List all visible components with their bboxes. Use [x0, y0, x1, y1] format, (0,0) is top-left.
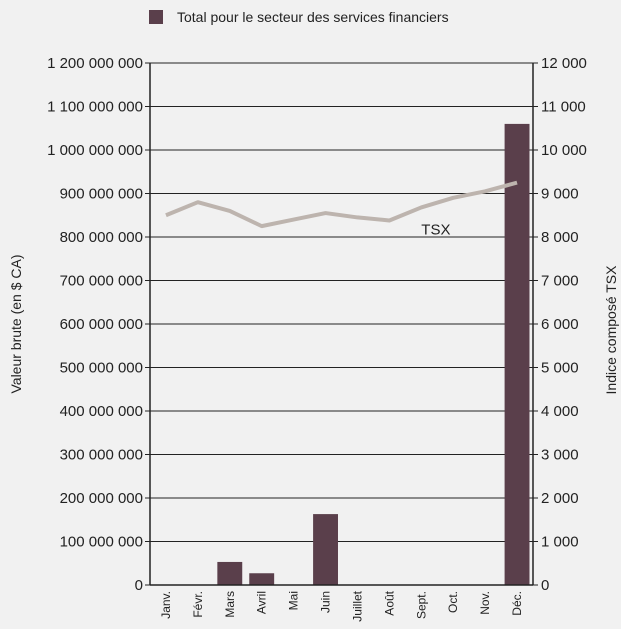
right-tick-label: 8 000	[541, 229, 579, 246]
right-tick-label: 7 000	[541, 273, 579, 290]
left-tick-label: 1 000 000 000	[47, 142, 143, 159]
legend-swatch	[149, 10, 163, 24]
category-label: Juin	[319, 591, 333, 613]
left-tick-label: 700 000 000	[60, 273, 143, 290]
right-tick-label: 6 000	[541, 316, 579, 333]
right-tick-label: 0	[541, 577, 549, 594]
right-axis-ticks: 0 1 000 2 000 3 000 4 000 5 000 6 000 7 000 8 00…	[533, 55, 587, 594]
category-label: Nov.	[478, 591, 492, 615]
right-tick-label: 2 000	[541, 490, 579, 507]
left-tick-label: 100 000 000	[60, 534, 143, 551]
left-tick-label: 600 000 000	[60, 316, 143, 333]
left-tick-label: 300 000 000	[60, 447, 143, 464]
category-label: Août	[382, 590, 396, 615]
left-tick-label: 200 000 000	[60, 490, 143, 507]
tsx-line	[165, 180, 518, 229]
right-tick-label: 3 000	[541, 447, 579, 464]
category-label: Déc.	[510, 591, 524, 616]
category-label: Avril	[255, 591, 269, 614]
right-axis-title: Indice composé TSX	[603, 265, 619, 395]
category-label: Févr.	[191, 591, 205, 618]
left-tick-label: 400 000 000	[60, 403, 143, 420]
right-tick-label: 12 000	[541, 55, 587, 72]
left-tick-label: 500 000 000	[60, 360, 143, 377]
right-tick-label: 1 000	[541, 534, 579, 551]
bar-series	[217, 123, 530, 586]
category-label: Mars	[223, 591, 237, 618]
category-label: Sept.	[414, 591, 428, 619]
bar	[504, 123, 530, 586]
right-tick-label: 4 000	[541, 403, 579, 420]
category-labels: Janv. Févr. Mars Avril Mai Juin Juillet Août Sep…	[159, 590, 524, 621]
left-tick-label: 1 200 000 000	[47, 55, 143, 72]
left-tick-label: 800 000 000	[60, 229, 143, 246]
legend: Total pour le secteur des services finan…	[149, 9, 449, 25]
legend-label: Total pour le secteur des services finan…	[177, 9, 449, 25]
bar	[217, 561, 243, 585]
right-tick-label: 11 000	[541, 99, 586, 116]
category-label: Janv.	[159, 591, 173, 619]
category-label: Oct.	[446, 591, 460, 613]
right-tick-label: 5 000	[541, 360, 579, 377]
bar	[249, 573, 275, 585]
left-axis-title: Valeur brute (en $ CA)	[8, 254, 24, 393]
tsx-line-label: TSX	[421, 221, 450, 238]
left-tick-label: 1 100 000 000	[47, 99, 143, 116]
right-tick-label: 9 000	[541, 186, 579, 203]
category-label: Mai	[287, 591, 301, 610]
gridlines	[150, 62, 533, 586]
left-tick-label: 0	[135, 577, 143, 594]
left-axis-ticks: 0 100 000 000 200 000 000 300 000 000 400 00…	[47, 55, 150, 594]
right-tick-label: 10 000	[541, 142, 587, 159]
category-label: Juillet	[350, 590, 364, 621]
tsx-line-series	[165, 180, 518, 229]
bar	[313, 514, 338, 585]
left-tick-label: 900 000 000	[60, 186, 143, 203]
